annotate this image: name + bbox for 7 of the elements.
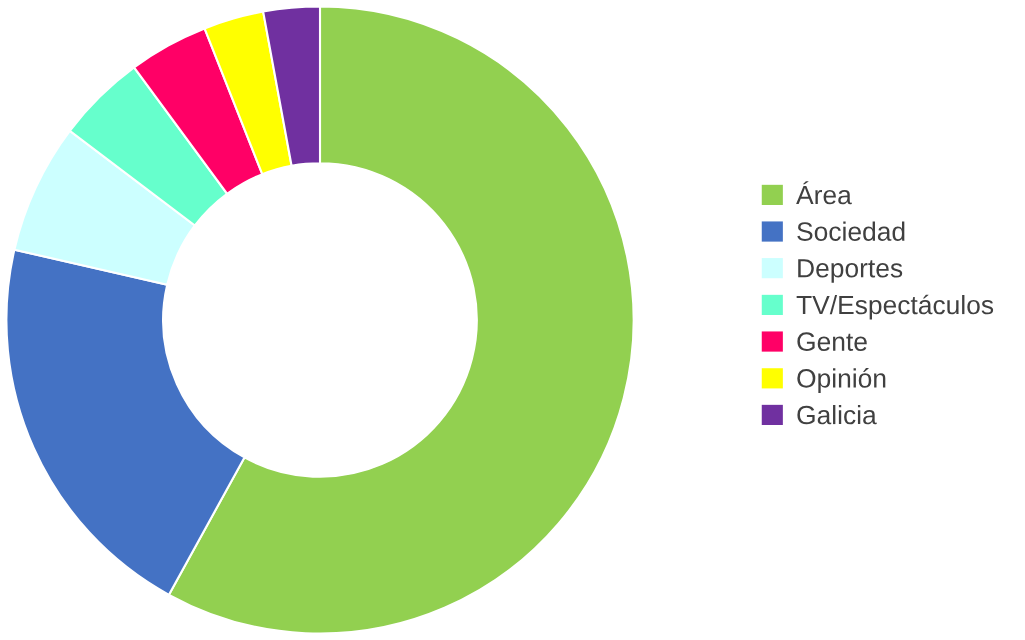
legend-label: Galicia — [797, 404, 877, 425]
legend-label: TV/Espectáculos — [796, 294, 994, 320]
legend-label: Sociedad — [797, 221, 905, 241]
legend-label: Área — [796, 181, 852, 205]
legend-label: Gente — [797, 332, 867, 351]
legend-label: Deportes — [798, 259, 903, 283]
legend-label: Opinión — [797, 368, 886, 393]
